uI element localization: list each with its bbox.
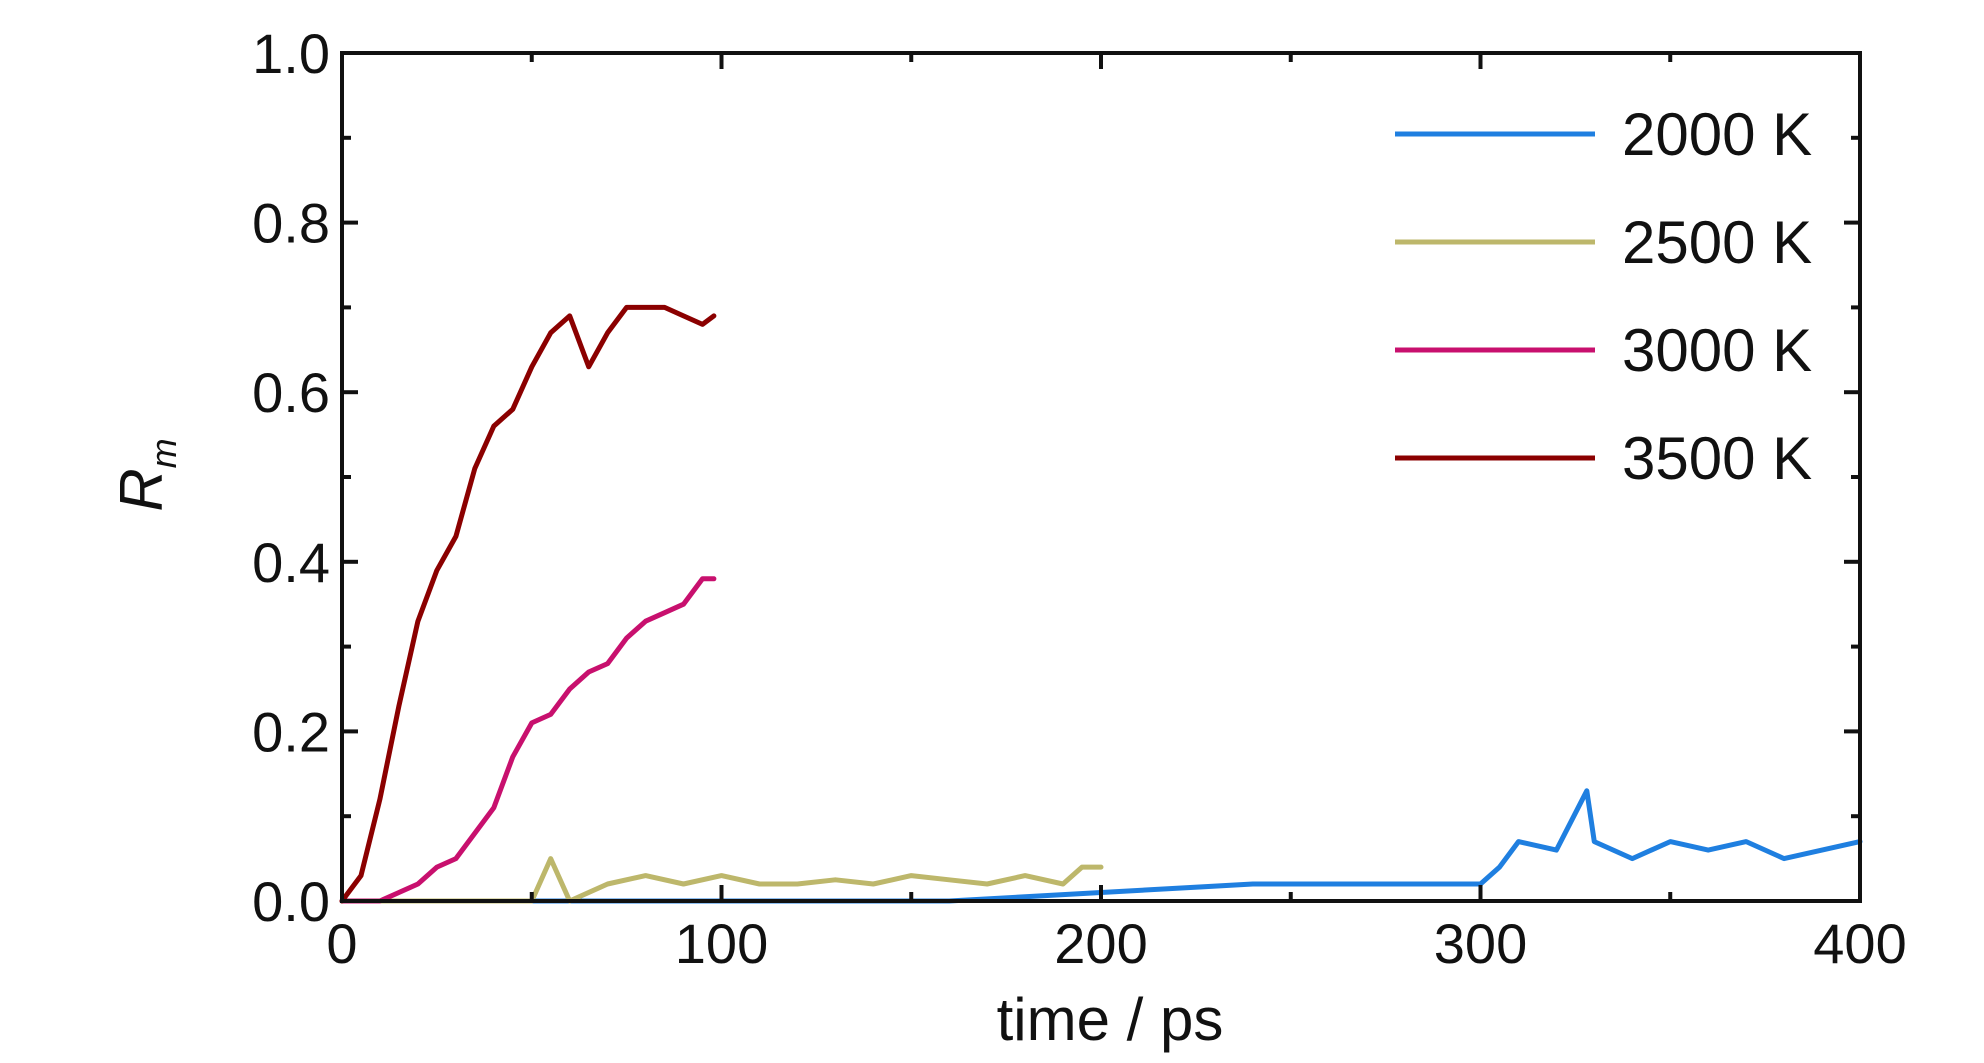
y-axis-title-sub: m xyxy=(143,438,184,468)
y-tick-label: 0.0 xyxy=(252,870,330,933)
series-line-3000-k xyxy=(339,576,717,904)
legend-label-3500-k: 3500 K xyxy=(1622,425,1812,492)
x-tick-label: 300 xyxy=(1434,912,1527,975)
y-axis-title: Rm xyxy=(108,438,184,511)
x-tick-label: 0 xyxy=(326,912,357,975)
x-tick-label: 100 xyxy=(675,912,768,975)
series-line-2000-k xyxy=(339,788,1863,904)
y-axis-title-main: R xyxy=(108,468,175,511)
y-tick-label: 0.4 xyxy=(252,531,330,594)
series-line-3500-k xyxy=(339,304,717,904)
x-tick-label: 400 xyxy=(1813,912,1906,975)
x-axis-title: time / ps xyxy=(997,986,1224,1053)
y-tick-label: 1.0 xyxy=(252,22,330,85)
legend: 2000 K 2500 K 3000 K 3500 K xyxy=(1395,101,1812,492)
y-tick-label: 0.8 xyxy=(252,192,330,255)
legend-label-2000-k: 2000 K xyxy=(1622,101,1812,168)
legend-label-2500-k: 2500 K xyxy=(1622,209,1812,276)
y-tick-label: 0.6 xyxy=(252,361,330,424)
legend-label-3000-k: 3000 K xyxy=(1622,317,1812,384)
x-tick-label: 200 xyxy=(1054,912,1147,975)
y-tick-label: 0.2 xyxy=(252,700,330,763)
ticks-layer: 0 100 200 300 400 0.0 0.2 0.4 0.6 0.8 1.0 xyxy=(252,22,1907,975)
series-layer xyxy=(339,304,1863,904)
